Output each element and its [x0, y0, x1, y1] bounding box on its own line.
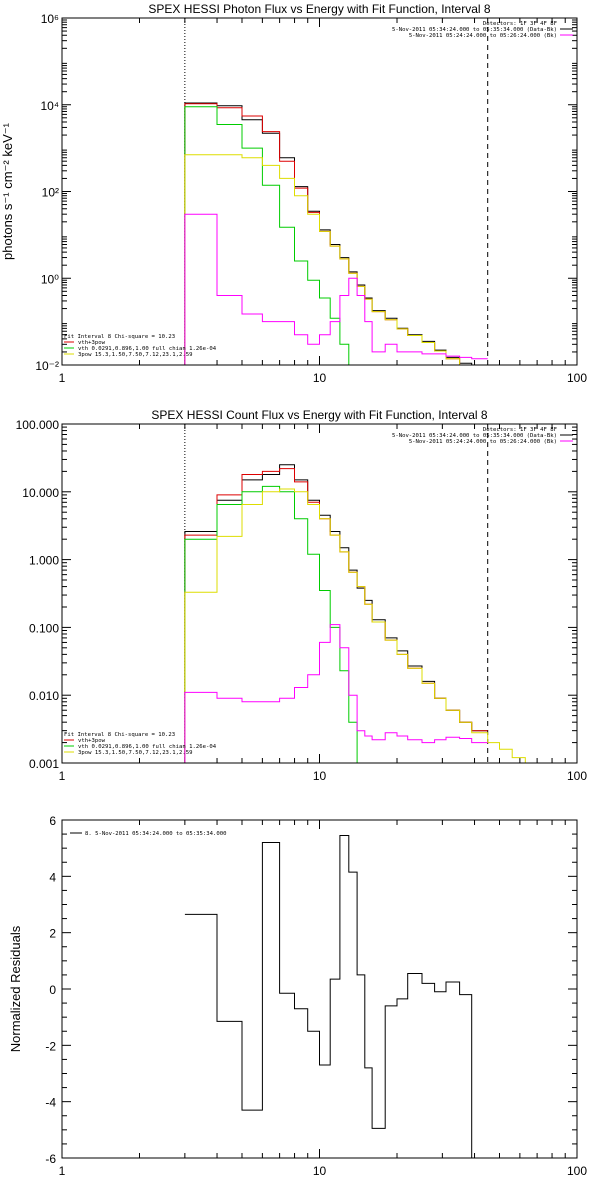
legend-bottom-entry: vth 0.0291,0.896,1.00 full chian 1.26e-0… — [78, 744, 217, 750]
y-tick-label: 10⁻² — [35, 359, 59, 373]
y-tick-label: -6 — [45, 1152, 56, 1166]
x-tick-label: 1 — [59, 769, 66, 783]
y-tick-label: 0 — [49, 983, 56, 997]
series-bk — [184, 213, 488, 365]
y-tick-label: 1.000 — [29, 554, 59, 568]
legend-top-entry: Detectors: 1F 3F 4F 8F — [483, 427, 558, 433]
series-bk — [184, 624, 488, 763]
plot-frame — [61, 423, 578, 764]
x-tick-label: 100 — [567, 769, 587, 783]
legend-top-entry: 5-Nov-2011 05:24:24.000 to 05:26:24.000 … — [409, 33, 557, 39]
series-8-5-nov-2011-05-34-24-00 — [184, 835, 473, 1158]
legend-bottom-entry: Fit Interval 8 Chi-square = 10.23 — [64, 732, 175, 738]
legend-top-entry: Detectors: 1F 3F 4F 8F — [483, 21, 558, 27]
legend-bottom-entry: 3pow 15.3,1.50,7.50,7.12,23.1,2.59 — [78, 352, 193, 358]
legend-top-entry: 5-Nov-2011 05:24:24.000 to 05:26:24.000 … — [409, 439, 557, 445]
y-tick-label: 0.001 — [29, 757, 59, 771]
series-vth — [184, 485, 358, 763]
y-tick-label: 10⁶ — [41, 12, 59, 26]
legend-bottom-entry: vth+3pow — [78, 340, 106, 346]
series-3pow — [184, 488, 526, 763]
x-tick-label: 1 — [59, 1164, 66, 1178]
plot-frame — [61, 17, 578, 366]
chart-2: SPEX HESSI Count Flux vs Energy with Fit… — [16, 408, 588, 783]
plot-frame — [61, 819, 578, 1159]
x-tick-label: 10 — [313, 371, 327, 385]
series-3pow — [184, 154, 473, 365]
legend-bottom-entry: vth 0.0291,0.896,1.00 full chian 1.26e-0… — [78, 346, 217, 352]
legend-top-entry: 5-Nov-2011 05:34:24.000 to 05:35:34.000 … — [392, 27, 557, 33]
series-vth — [184, 106, 350, 365]
y-tick-label: 10⁰ — [41, 272, 59, 286]
x-tick-label: 10 — [313, 769, 327, 783]
y-tick-label: 100.000 — [16, 418, 60, 432]
y-axis-label: photons s⁻¹ cm⁻² keV⁻¹ — [0, 122, 15, 260]
x-tick-label: 10 — [313, 1164, 327, 1178]
y-tick-label: 2 — [49, 927, 56, 941]
y-tick-label: 0.010 — [29, 689, 59, 703]
y-tick-label: 6 — [49, 814, 56, 828]
y-tick-label: 10⁴ — [40, 99, 59, 113]
series-data-bk — [184, 102, 473, 365]
y-tick-label: 0.100 — [29, 621, 59, 635]
legend-top-entry: 5-Nov-2011 05:34:24.000 to 05:35:34.000 … — [392, 433, 557, 439]
y-tick-label: -4 — [45, 1096, 56, 1110]
legend-bottom-entry: 3pow 15.3,1.50,7.50,7.12,23.1,2.59 — [78, 750, 193, 756]
y-axis-label: Normalized Residuals — [8, 925, 23, 1052]
y-tick-label: -2 — [45, 1039, 56, 1053]
y-tick-label: 4 — [49, 870, 56, 884]
legend-bottom-entry: Fit Interval 8 Chi-square = 10.23 — [64, 334, 175, 340]
legend-bottom-entry: vth+3pow — [78, 738, 106, 744]
y-tick-label: 10² — [42, 186, 59, 200]
x-tick-label: 100 — [567, 371, 587, 385]
x-tick-label: 100 — [567, 1164, 587, 1178]
series-vth-3pow — [184, 103, 473, 365]
chart-title: SPEX HESSI Photon Flux vs Energy with Fi… — [148, 2, 490, 16]
series-data-bk — [184, 464, 488, 763]
chart-1: SPEX HESSI Photon Flux vs Energy with Fi… — [0, 2, 587, 385]
chart-3: Normalized Residuals 1 10 100 -6 -4 -2 0 2 4 6 8. 5… — [8, 814, 587, 1178]
series-vth-3pow — [184, 468, 488, 763]
chart-title: SPEX HESSI Count Flux vs Energy with Fit… — [151, 408, 487, 422]
y-tick-label: 10.000 — [22, 486, 59, 500]
x-tick-label: 1 — [59, 371, 66, 385]
legend-entry: 8. 5-Nov-2011 05:34:24.000 to 05:35:34.0… — [85, 831, 226, 837]
